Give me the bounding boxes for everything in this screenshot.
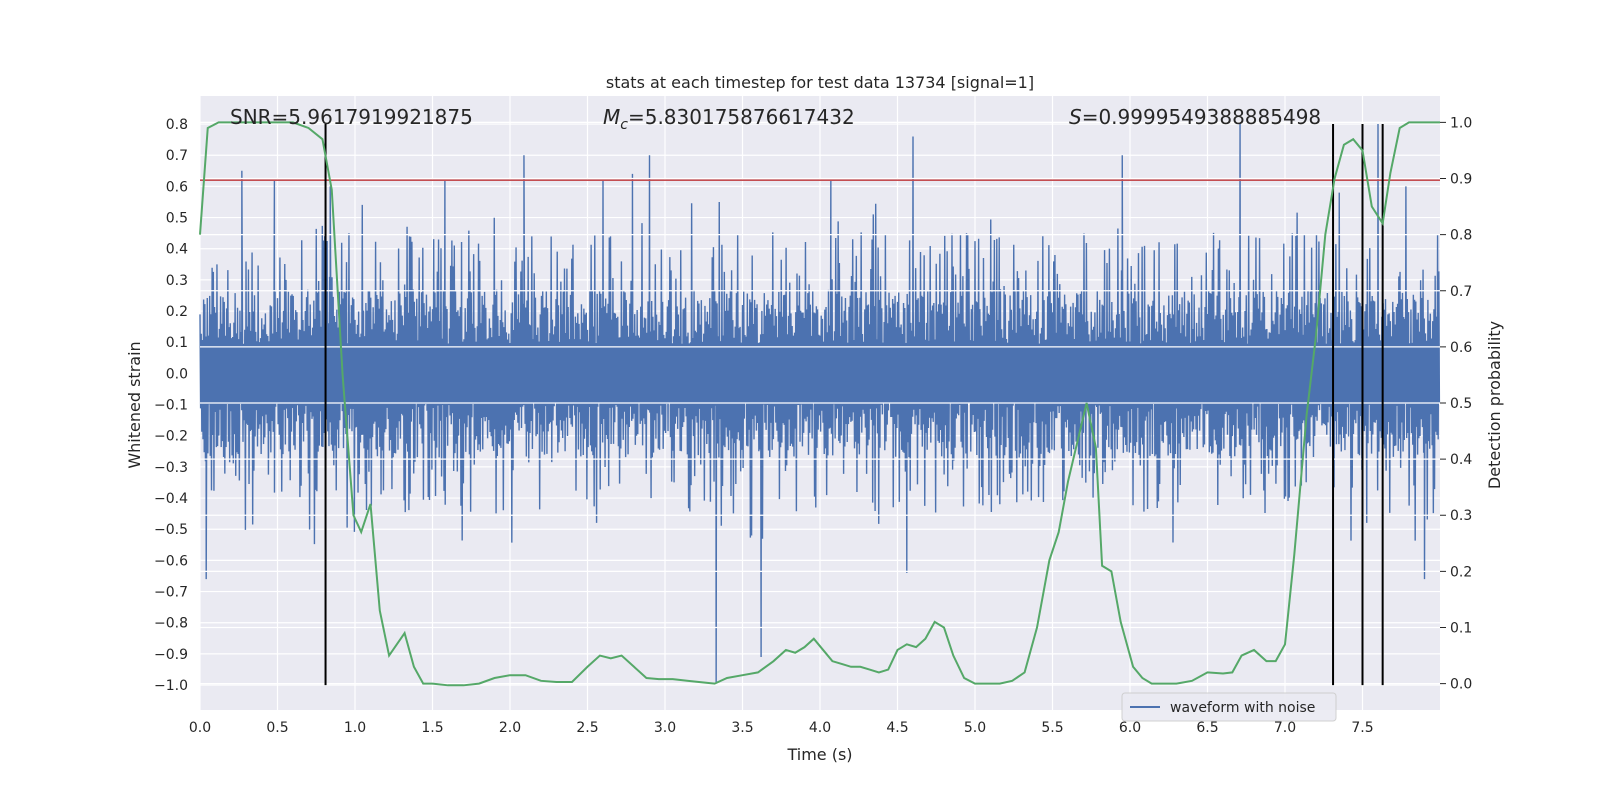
mc-annotation: Mc=5.830175876617432	[603, 105, 855, 133]
y2-tick-label: 0.2	[1450, 564, 1472, 580]
x-tick-label: 2.5	[576, 720, 598, 736]
x-tick-label: 3.0	[654, 720, 676, 736]
mc-value: =5.830175876617432	[628, 105, 855, 129]
s-value: =0.9999549388885498	[1082, 105, 1321, 129]
y-tick-label: 0.4	[166, 242, 188, 258]
y2-tick-label: 0.4	[1450, 452, 1472, 468]
mc-symbol: M	[603, 105, 620, 129]
legend-box	[1121, 692, 1337, 722]
y2-axis-ticks: 1.0 0.9 0.8 0.7 0.6 0.5 0.4 0.3 0.2 0.1 0.0	[1440, 115, 1472, 693]
y2-tick-label: 1.0	[1450, 115, 1472, 131]
y2-tick-label: 0.8	[1450, 228, 1472, 244]
y-tick-label: −0.4	[154, 491, 188, 507]
y2-tick-label: 0.7	[1450, 284, 1472, 300]
y2-tick-label: 0.1	[1450, 620, 1472, 636]
x-tick-label: 6.5	[1196, 720, 1218, 736]
s-symbol: S	[1069, 105, 1082, 129]
y-tick-label: −0.9	[154, 647, 188, 663]
x-tick-label: 7.5	[1351, 720, 1373, 736]
y2-tick-label: 0.0	[1450, 677, 1472, 693]
y-tick-label: 0.0	[166, 366, 188, 382]
detection-probability-line	[199, 121, 1440, 687]
y-tick-label: −0.8	[154, 616, 188, 632]
x-tick-label: 2.0	[499, 720, 521, 736]
detection-probability-series	[199, 121, 1440, 687]
mc-subscript: c	[620, 117, 628, 133]
y2-tick-label: 0.6	[1450, 340, 1472, 356]
y-tick-label: 0.2	[166, 304, 188, 320]
y-tick-label: −0.6	[154, 553, 188, 569]
y-tick-label: −0.7	[154, 585, 188, 601]
y-tick-label: 0.5	[166, 211, 188, 227]
y-tick-label: −0.1	[154, 398, 188, 414]
x-tick-label: 6.0	[1119, 720, 1141, 736]
y2-tick-label: 0.9	[1450, 172, 1472, 188]
y-axis-ticks: 0.8 0.7 0.6 0.5 0.4 0.3 0.2 0.1 0.0 −0.1 −0.2 −0.3 −…	[154, 117, 188, 694]
x-axis-ticks: 0.0 0.5 1.0 1.5 2.0 2.5 3.0 3.5 4.0 4.5 5.0 5.5 6.0 6…	[189, 720, 1374, 736]
x-tick-label: 7.0	[1274, 720, 1296, 736]
y-tick-label: −0.5	[154, 522, 188, 538]
y-tick-label: 0.1	[166, 335, 188, 351]
x-tick-label: 4.5	[886, 720, 908, 736]
x-tick-label: 5.5	[1041, 720, 1063, 736]
s-annotation: S=0.9999549388885498	[1069, 105, 1321, 129]
x-tick-label: 1.0	[344, 720, 366, 736]
x-tick-label: 3.5	[731, 720, 753, 736]
y2-tick-label: 0.5	[1450, 396, 1472, 412]
x-axis-label: Time (s)	[786, 745, 852, 764]
y-tick-label: −0.2	[154, 429, 188, 445]
y2-axis-label: Detection probability	[1485, 321, 1504, 489]
x-tick-label: 4.0	[809, 720, 831, 736]
overlay-grid	[200, 121, 1440, 685]
y-tick-label: 0.7	[166, 148, 188, 164]
waveform-line	[199, 124, 1441, 682]
y-tick-label: −0.3	[154, 460, 188, 476]
y-tick-label: 0.6	[166, 179, 188, 195]
y-axis-label: Whitened strain	[125, 341, 144, 468]
y-tick-label: 0.3	[166, 273, 188, 289]
x-tick-label: 1.5	[421, 720, 443, 736]
y-tick-label: 0.8	[166, 117, 188, 133]
x-tick-label: 0.5	[266, 720, 288, 736]
y-tick-label: −1.0	[154, 678, 188, 694]
waveform-series	[199, 124, 1441, 682]
legend: waveform with noise	[1121, 692, 1337, 722]
x-tick-label: 0.0	[189, 720, 211, 736]
x-tick-label: 5.0	[964, 720, 986, 736]
legend-entry: waveform with noise	[1170, 700, 1315, 716]
y2-tick-label: 0.3	[1450, 508, 1472, 524]
snr-annotation: SNR=5.9617919921875	[230, 105, 473, 129]
chart-title: stats at each timestep for test data 137…	[606, 73, 1034, 92]
